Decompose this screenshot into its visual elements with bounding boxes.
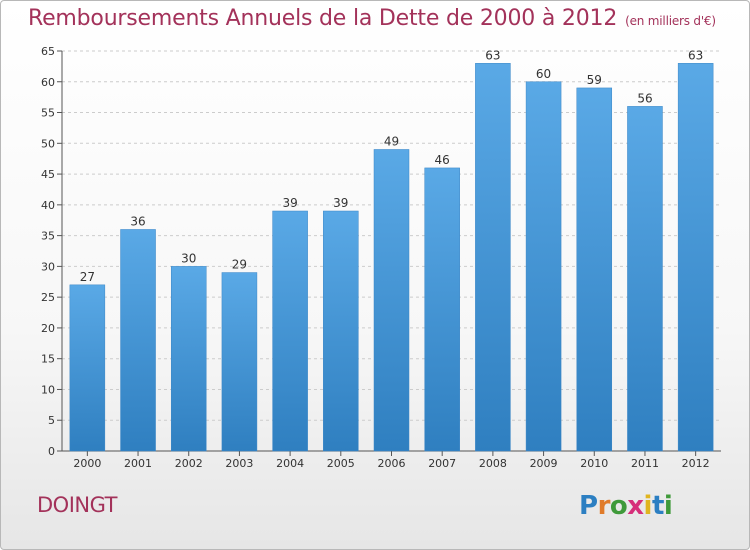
y-tick-label: 10 [41, 383, 55, 396]
x-tick-label: 2005 [327, 457, 355, 470]
x-tick-label: 2006 [378, 457, 406, 470]
bar [525, 81, 562, 452]
bar [120, 229, 156, 452]
bar-value-label: 36 [130, 214, 145, 228]
y-tick-label: 35 [41, 230, 55, 243]
bar [221, 272, 258, 452]
bars [69, 63, 714, 452]
logo-letter: o [609, 491, 628, 521]
x-tick-label: 2011 [631, 457, 659, 470]
data-labels: 27 36 30 29 39 39 49 46 63 60 59 56 63 [80, 48, 704, 284]
y-tick-label: 5 [48, 414, 55, 427]
y-tick-label: 40 [41, 199, 55, 212]
bar-value-label: 30 [181, 251, 196, 265]
commune-name: DOINGT [37, 493, 117, 517]
logo-letter: r [597, 491, 611, 521]
bar [373, 149, 410, 452]
bar-value-label: 39 [282, 196, 297, 210]
y-tick-label: 65 [41, 45, 55, 58]
bar [323, 210, 359, 452]
bar-value-label: 29 [232, 258, 247, 272]
chart-title: Remboursements Annuels de la Dette de 20… [28, 6, 716, 31]
chart-title-text: Remboursements Annuels de la Dette de 20… [28, 6, 618, 31]
bar [170, 266, 207, 452]
y-tick-label: 55 [41, 107, 55, 120]
x-tick-label: 2000 [73, 457, 101, 470]
bar-value-label: 56 [637, 91, 652, 105]
bar-value-label: 63 [485, 48, 500, 62]
y-tick-label: 50 [41, 137, 55, 150]
x-tick-label: 2008 [479, 457, 507, 470]
x-tick-label: 2009 [530, 457, 558, 470]
bar-value-label: 49 [384, 134, 399, 148]
y-tick-label: 45 [41, 168, 55, 181]
bar [272, 210, 308, 452]
bar-value-label: 27 [80, 270, 95, 284]
logo-letter: i [663, 491, 673, 521]
x-tick-label: 2012 [682, 457, 710, 470]
bar [475, 63, 511, 452]
x-tick-label: 2003 [225, 457, 253, 470]
bar [424, 167, 460, 452]
bar [576, 87, 613, 452]
x-tick-label: 2010 [580, 457, 608, 470]
proxiti-logo: Proxiti [579, 491, 673, 521]
logo-letter: i [643, 491, 653, 521]
logo-letter: P [579, 491, 598, 521]
x-tick-label: 2001 [124, 457, 152, 470]
y-tick-label: 20 [41, 322, 55, 335]
x-tick-label: 2004 [276, 457, 304, 470]
y-tick-label: 0 [48, 445, 55, 458]
bar-value-label: 60 [536, 67, 551, 81]
bar-value-label: 46 [435, 153, 450, 167]
bar-value-label: 59 [587, 73, 602, 87]
bar [677, 63, 714, 452]
y-tick-label: 25 [41, 291, 55, 304]
y-tick-label: 30 [41, 260, 55, 273]
y-tick-label: 60 [41, 76, 55, 89]
bar-value-label: 39 [333, 196, 348, 210]
y-tick-label: 15 [41, 353, 55, 366]
bar [69, 284, 106, 452]
x-tick-label: 2002 [175, 457, 203, 470]
logo-letter: t [651, 491, 664, 521]
chart-unit: (en milliers d'€) [625, 14, 716, 28]
bar-value-label: 63 [688, 48, 703, 62]
x-tick-label: 2007 [428, 457, 456, 470]
logo-letter: x [627, 491, 644, 521]
bar [627, 106, 663, 452]
